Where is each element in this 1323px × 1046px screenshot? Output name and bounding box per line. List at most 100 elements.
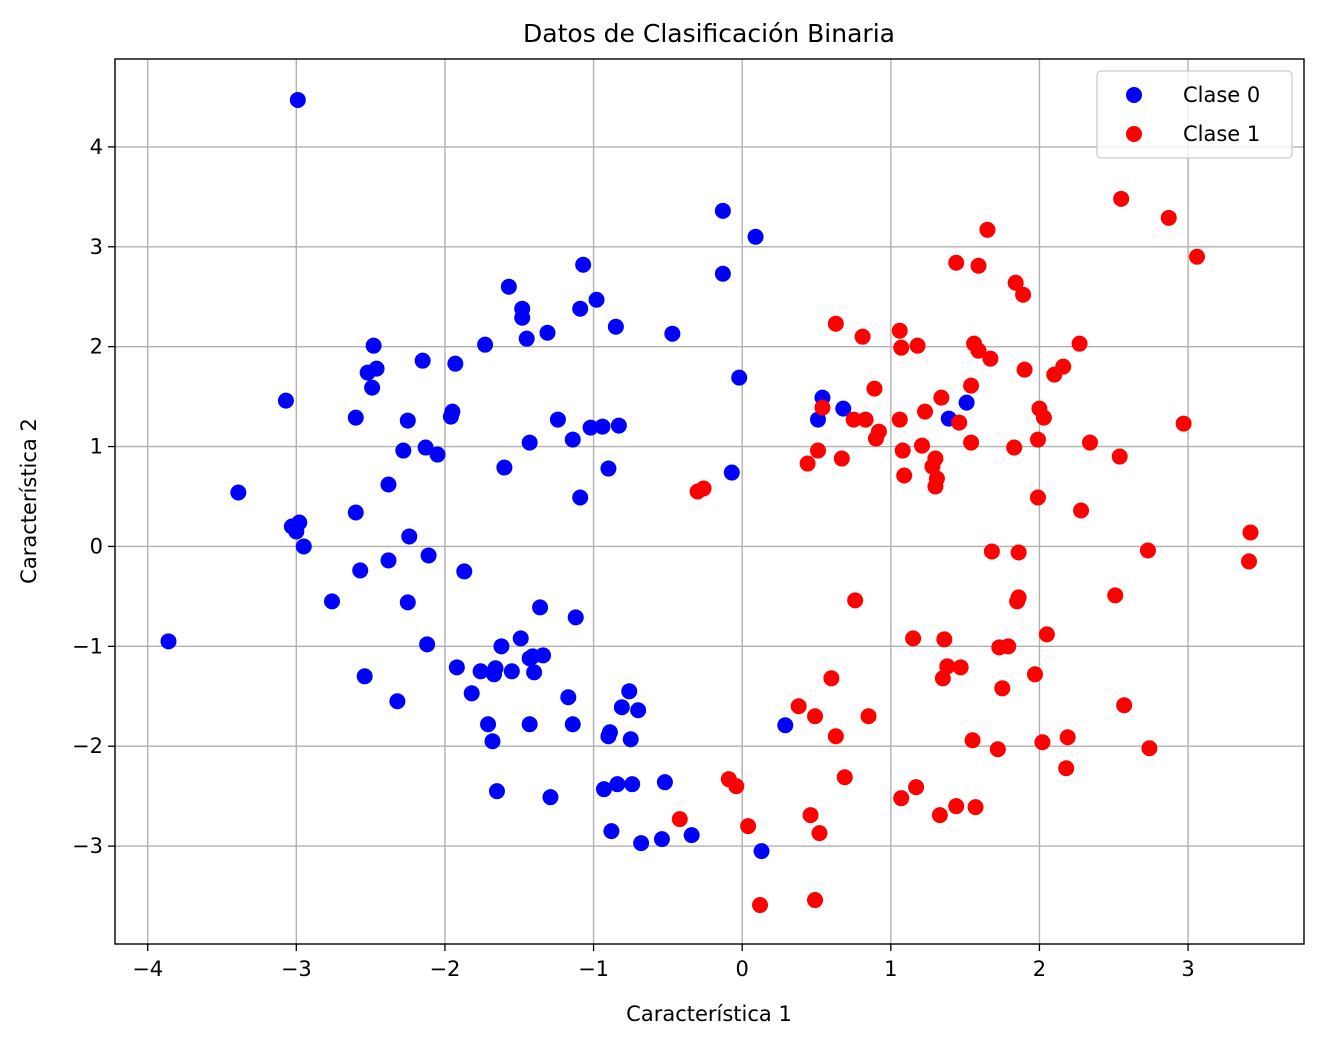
data-point-clase-0 [160, 633, 177, 650]
data-point-clase-0 [444, 403, 461, 420]
data-point-clase-1 [894, 442, 911, 459]
data-point-clase-1 [802, 807, 819, 824]
data-point-clase-1 [799, 455, 816, 472]
data-point-clase-1 [931, 807, 948, 824]
data-point-clase-1 [1241, 553, 1258, 570]
data-point-clase-1 [814, 399, 831, 416]
data-point-clase-0 [582, 419, 599, 436]
data-point-clase-1 [970, 257, 987, 274]
data-point-clase-0 [380, 552, 397, 569]
y-tick-label: −1 [72, 634, 103, 658]
data-point-clase-1 [896, 467, 913, 484]
data-point-clase-1 [908, 779, 925, 796]
data-point-clase-0 [594, 418, 611, 435]
x-tick-label: 3 [1181, 957, 1194, 981]
data-point-clase-1 [1160, 209, 1177, 226]
data-point-clase-1 [728, 778, 745, 795]
data-point-clase-1 [1188, 248, 1205, 265]
data-point-clase-1 [983, 543, 1000, 560]
data-point-clase-0 [539, 324, 556, 341]
data-point-clase-0 [564, 716, 581, 733]
data-point-clase-1 [833, 450, 850, 467]
data-point-clase-0 [567, 609, 584, 626]
data-point-clase-1 [939, 658, 956, 675]
data-point-clase-1 [951, 414, 968, 431]
data-point-clase-1 [909, 337, 926, 354]
data-point-clase-1 [1007, 274, 1024, 291]
data-point-clase-1 [905, 630, 922, 647]
grid [115, 59, 1304, 944]
data-point-clase-1 [1071, 335, 1088, 352]
data-point-clase-1 [823, 670, 840, 687]
data-point-clase-0 [389, 693, 406, 710]
data-point-clase-0 [448, 659, 465, 676]
data-point-clase-0 [518, 330, 535, 347]
data-point-clase-1 [695, 480, 712, 497]
data-point-clase-0 [289, 91, 306, 108]
data-point-clase-1 [1038, 626, 1055, 643]
legend-marker-clase-0 [1126, 87, 1142, 103]
data-point-clase-0 [731, 369, 748, 386]
data-point-clase-0 [368, 360, 385, 377]
data-point-clase-0 [401, 528, 418, 545]
data-point-clase-1 [809, 442, 826, 459]
data-point-clase-0 [664, 325, 681, 342]
data-point-clase-0 [595, 781, 612, 798]
data-point-clase-1 [994, 680, 1011, 697]
data-point-clase-1 [1035, 409, 1052, 426]
data-point-clase-1 [891, 411, 908, 428]
data-point-clase-0 [488, 783, 505, 800]
data-point-clase-1 [1107, 587, 1124, 604]
data-point-clase-0 [630, 702, 647, 719]
data-point-clase-1 [989, 741, 1006, 758]
data-point-clase-1 [928, 470, 945, 487]
data-point-clase-1 [1113, 190, 1130, 207]
data-point-clase-0 [564, 431, 581, 448]
data-point-clase-0 [456, 563, 473, 580]
data-point-clase-1 [982, 350, 999, 367]
data-point-clase-1 [1029, 489, 1046, 506]
data-point-clase-0 [500, 278, 517, 295]
y-axis-title: Característica 2 [17, 418, 41, 584]
data-point-clase-0 [835, 400, 852, 417]
y-tick-label: 0 [90, 534, 103, 558]
data-point-clase-0 [364, 379, 381, 396]
data-point-clase-0 [549, 411, 566, 428]
data-point-clase-1 [917, 403, 934, 420]
data-point-clase-1 [979, 221, 996, 238]
x-tick-label: 2 [1033, 957, 1046, 981]
legend-frame [1096, 70, 1293, 159]
data-point-clase-1 [1010, 589, 1027, 606]
data-point-clase-0 [484, 733, 501, 750]
data-point-clase-1 [866, 380, 883, 397]
data-point-clase-0 [395, 442, 412, 459]
data-points [160, 91, 1259, 914]
data-point-clase-0 [487, 660, 504, 677]
data-point-clase-0 [572, 489, 589, 506]
data-point-clase-0 [624, 776, 641, 793]
axis-ticks: −4 −3 −2 −1 0 1 2 3 −3 −2 −1 0 1 2 3 4 [72, 135, 1195, 981]
data-point-clase-0 [958, 394, 975, 411]
data-point-clase-1 [1073, 502, 1090, 519]
data-point-clase-1 [970, 342, 987, 359]
data-point-clase-0 [653, 831, 670, 848]
data-point-clase-0 [414, 352, 431, 369]
data-point-clase-0 [714, 265, 731, 282]
data-point-clase-0 [323, 593, 340, 610]
data-point-clase-0 [572, 300, 589, 317]
data-point-clase-1 [952, 659, 969, 676]
data-point-clase-1 [1242, 524, 1259, 541]
data-point-clase-1 [1000, 638, 1017, 655]
data-point-clase-0 [560, 689, 577, 706]
data-point-clase-1 [1026, 666, 1043, 683]
data-point-clase-1 [1139, 542, 1156, 559]
data-point-clase-0 [496, 459, 513, 476]
data-point-clase-0 [480, 716, 497, 733]
data-point-clase-0 [542, 789, 559, 806]
data-point-clase-0 [607, 318, 624, 335]
data-point-clase-1 [827, 728, 844, 745]
data-point-clase-1 [1034, 734, 1051, 751]
data-point-clase-1 [847, 592, 864, 609]
y-tick-label: 4 [90, 135, 103, 159]
x-tick-label: 0 [736, 957, 749, 981]
